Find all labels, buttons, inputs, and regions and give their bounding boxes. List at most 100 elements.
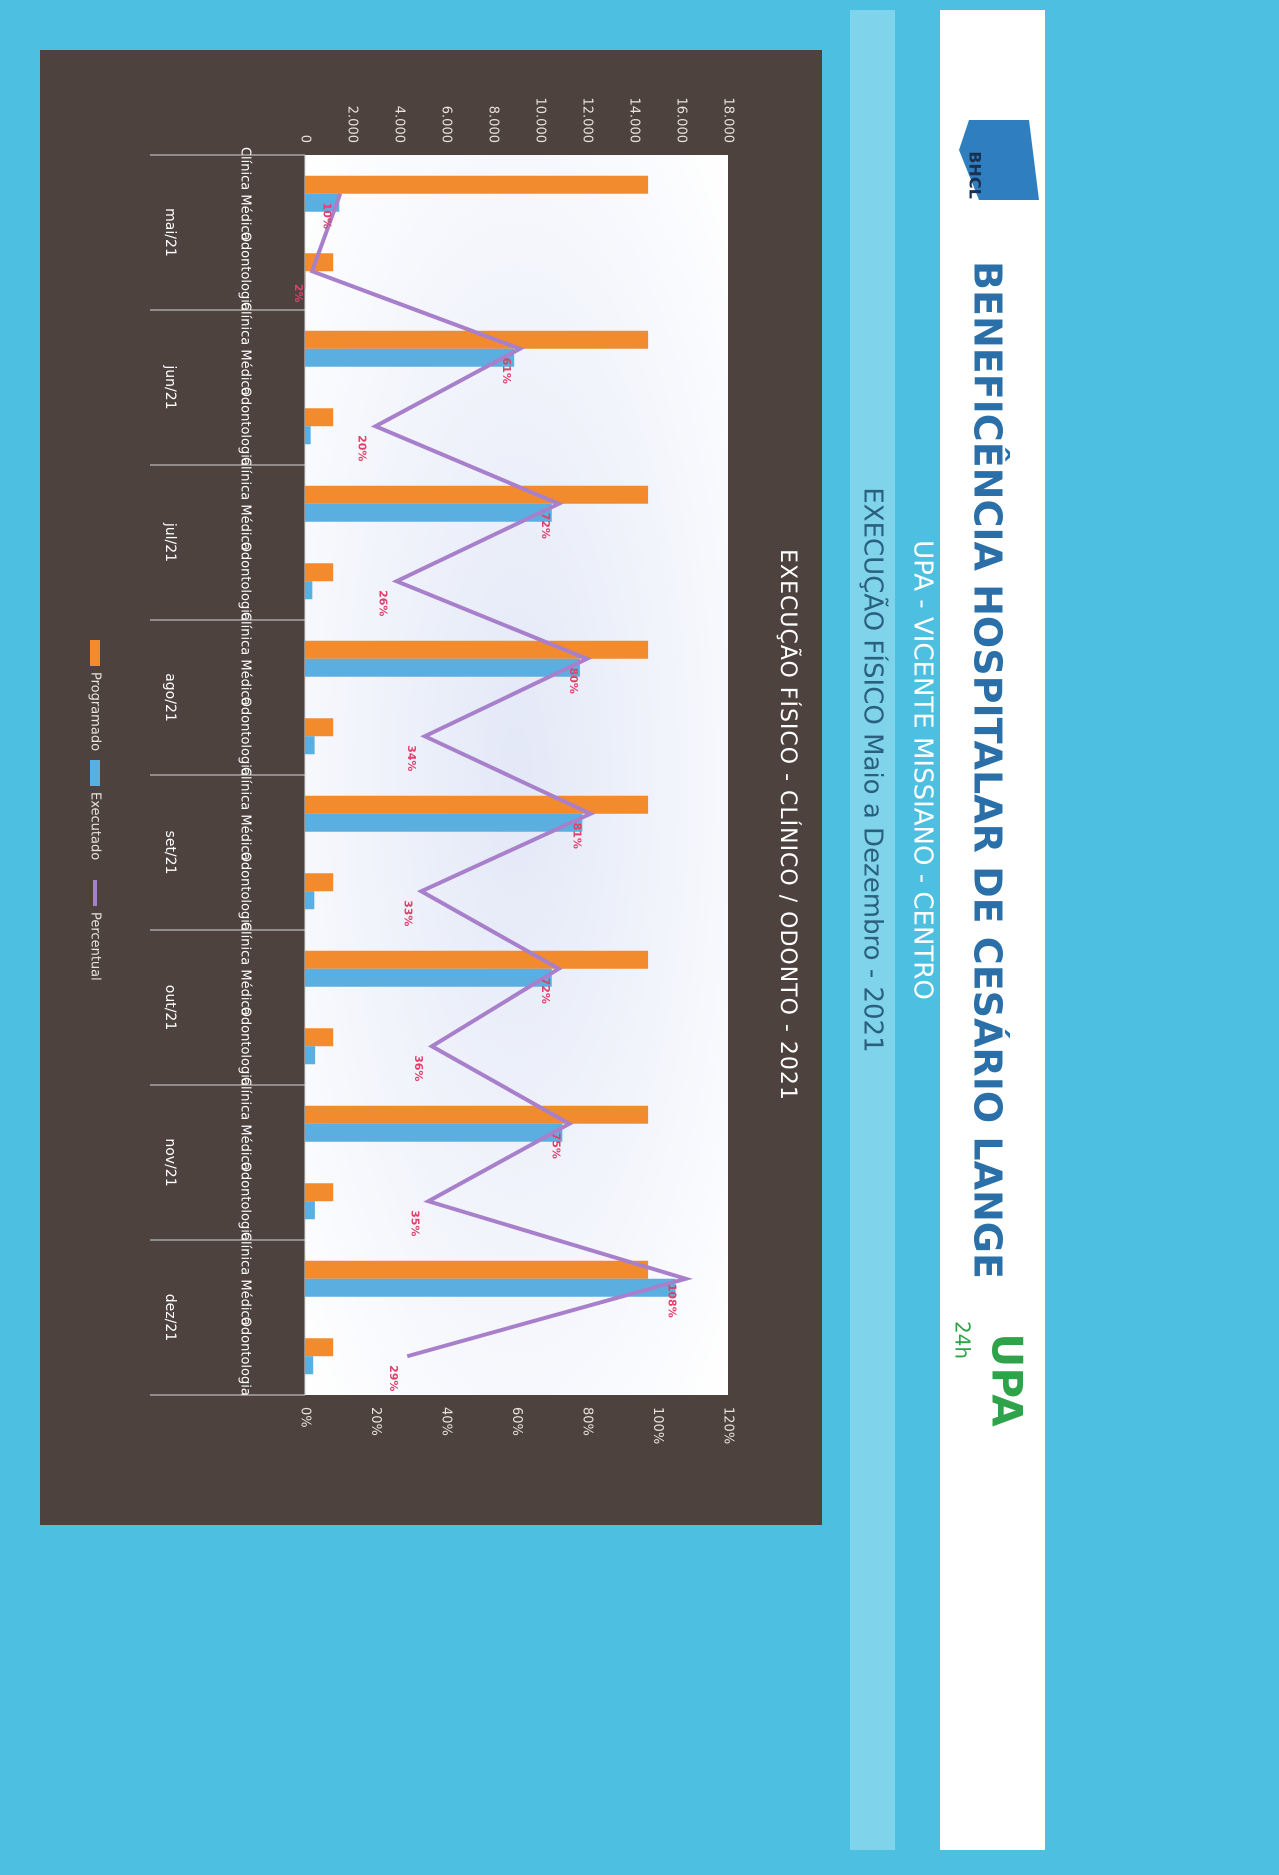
bar: [304, 1278, 676, 1297]
x-tick-label: Odontologia: [238, 1162, 253, 1241]
logo-right-sub: 24h: [951, 1321, 975, 1359]
data-label: 20%: [356, 435, 369, 461]
data-label: 33%: [401, 900, 414, 926]
header-subtitle: UPA - VICENTE MISSIANO - CENTRO: [908, 540, 938, 1000]
group-label: ago/21: [162, 673, 178, 722]
x-tick-label: Odontologia: [238, 387, 253, 466]
group-label: dez/21: [162, 1294, 178, 1341]
bar: [305, 563, 334, 582]
data-label: 61%: [500, 358, 513, 384]
plot-area: [305, 155, 728, 1395]
logo-shape: [959, 120, 1039, 200]
bar: [304, 1260, 649, 1279]
bar: [305, 718, 334, 737]
y-tick-label: 0: [298, 135, 313, 143]
group-label: nov/21: [162, 1138, 178, 1186]
chart-title: EXECUÇÃO FÍSICO - CLÍNICO / ODONTO - 202…: [775, 549, 802, 1101]
group-label: out/21: [162, 985, 178, 1030]
x-tick-label: Odontologia: [238, 1317, 253, 1396]
y2-tick-label: 120%: [721, 1407, 736, 1444]
x-tick-label: Odontologia: [238, 697, 253, 776]
data-label: 36%: [412, 1055, 425, 1081]
bar: [305, 813, 583, 832]
x-tick-label: Clínica Médica: [238, 767, 253, 861]
y2-tick-label: 0%: [298, 1407, 313, 1428]
bar: [305, 271, 306, 290]
data-label: 80%: [567, 668, 580, 694]
y-tick-label: 12.000: [580, 98, 595, 144]
x-tick-label: Odontologia: [238, 852, 253, 931]
y-tick-label: 14.000: [627, 98, 642, 144]
bar: [304, 1046, 316, 1065]
plot: 0 2.000 4.000 6.000 8.000 10.000 12.000 14.000 1…: [88, 98, 736, 1445]
y2-tick-label: 80%: [580, 1407, 595, 1436]
bar: [305, 1338, 334, 1357]
x-tick-label: Clínica Médica: [238, 922, 253, 1016]
bar: [305, 658, 580, 677]
y-tick-label: 10.000: [533, 98, 548, 144]
bar: [305, 891, 315, 910]
legend-label: Percentual: [88, 912, 103, 981]
y-tick-label: 16.000: [674, 98, 689, 144]
bar: [305, 1123, 563, 1142]
bar: [304, 581, 313, 600]
y2-tick-label: 40%: [439, 1407, 454, 1436]
bar: [305, 1028, 334, 1047]
x-tick-label: Clínica Médica: [238, 1232, 253, 1326]
group-label: jun/21: [162, 364, 178, 409]
data-label: 34%: [405, 745, 418, 771]
y-tick-label: 8.000: [486, 106, 501, 143]
x-tick-label: Clínica Médica: [238, 147, 253, 241]
bar: [304, 175, 649, 194]
x-tick-label: Odontologia: [238, 1007, 253, 1086]
x-tick-label: Clínica Médica: [238, 1077, 253, 1171]
legend-swatch: [90, 760, 100, 786]
legend-label: Programado: [88, 672, 103, 751]
bar: [305, 736, 315, 755]
bar: [304, 193, 340, 212]
bar: [304, 1356, 314, 1375]
logo-left: BHCL: [966, 151, 985, 199]
data-label: 26%: [377, 590, 390, 616]
data-label: 2%: [292, 284, 305, 303]
bar: [304, 330, 649, 349]
logo-right: UPA: [983, 1333, 1032, 1427]
x-tick-label: Odontologia: [238, 232, 253, 311]
y-tick-label: 2.000: [345, 106, 360, 143]
bar: [304, 485, 649, 504]
y-tick-label: 6.000: [439, 106, 454, 143]
bar: [305, 503, 552, 522]
y-tick-label: 4.000: [392, 106, 407, 143]
x-tick-label: Odontologia: [238, 542, 253, 621]
data-label: 75%: [549, 1133, 562, 1159]
data-label: 35%: [408, 1210, 421, 1236]
data-label: 72%: [539, 978, 552, 1004]
bar: [305, 873, 334, 892]
data-label: 81%: [571, 823, 584, 849]
bar: [304, 1201, 315, 1220]
x-tick-label: Clínica Médica: [238, 612, 253, 706]
data-label: 29%: [387, 1365, 400, 1391]
data-label: 108%: [666, 1284, 679, 1318]
bar: [305, 348, 515, 367]
x-tick-label: Clínica Médica: [238, 302, 253, 396]
header-box: [940, 10, 1045, 1850]
bar: [305, 408, 334, 427]
group-label: mai/21: [162, 208, 178, 257]
bar: [305, 1183, 334, 1202]
y2-tick-label: 60%: [509, 1407, 524, 1436]
bar: [304, 950, 649, 969]
data-label: 10%: [320, 203, 333, 229]
header-period: EXECUÇÃO FÍSICO Maio a Dezembro - 2021: [858, 487, 890, 1052]
x-tick-label: Clínica Médica: [238, 457, 253, 551]
y2-tick-label: 100%: [650, 1407, 665, 1444]
bar: [304, 1105, 649, 1124]
y-tick-label: 18.000: [721, 98, 736, 144]
bar: [304, 795, 649, 814]
bar: [305, 426, 311, 445]
y2-tick-label: 20%: [368, 1407, 383, 1436]
data-label: 72%: [539, 513, 552, 539]
legend-swatch: [90, 640, 100, 666]
